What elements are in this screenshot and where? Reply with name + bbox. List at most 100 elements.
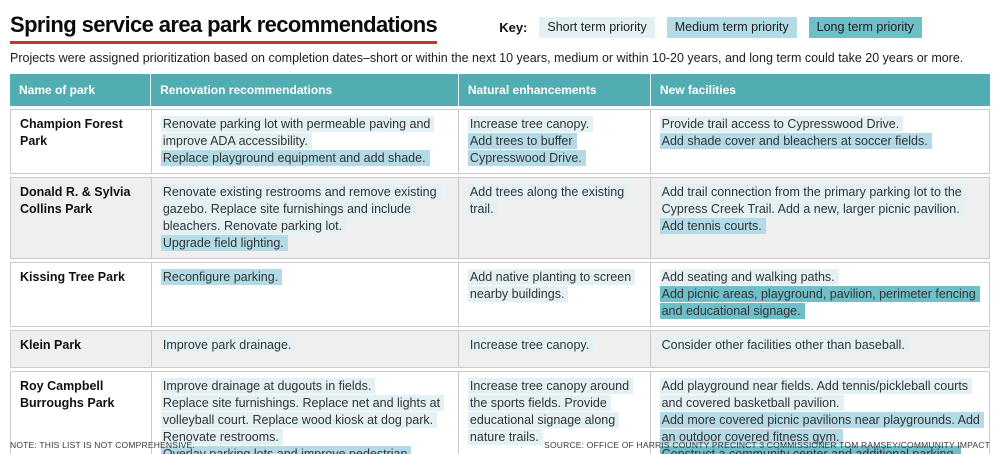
table-body: Champion Forest Park Renovate parking lot… (10, 109, 990, 454)
priority-highlight-medium: Replace playground equipment and add sha… (160, 150, 430, 167)
recommendation-item: Add shade cover and bleachers at soccer … (659, 133, 980, 150)
column-header-natural: Natural enhancements (457, 74, 650, 107)
priority-highlight-short: Improve park drainage. (160, 337, 296, 354)
recommendation-item: Add native planting to screen nearby bui… (467, 269, 641, 303)
park-name: Roy Campbell Burroughs Park (20, 379, 115, 411)
priority-highlight-short: Improve drainage at dugouts in fields. (160, 378, 376, 395)
priority-highlight-short: Increase tree canopy. (467, 116, 594, 133)
natural-enhancements-cell: Increase tree canopy. Add trees to buffer… (457, 110, 650, 174)
new-facilities-cell: Add trail connection from the primary pa… (649, 178, 989, 259)
recommendation-item: Reconfigure parking. (160, 269, 449, 286)
priority-highlight-short: Add native planting to screen nearby bui… (467, 269, 636, 303)
renovation-cell: Renovate existing restrooms and remove e… (150, 178, 458, 259)
priority-highlight-short: Increase tree canopy. (467, 337, 594, 354)
park-name-cell: Kissing Tree Park (11, 263, 151, 326)
recommendation-item: Replace playground equipment and add sha… (160, 150, 449, 167)
priority-highlight-medium: Upgrade field lighting. (160, 235, 288, 252)
recommendation-item: Add playground near fields. Add tennis/p… (659, 378, 980, 412)
legend-long-term: Long term priority (808, 17, 922, 39)
recommendation-item: Renovate parking lot with permeable pavi… (160, 116, 449, 150)
table-row: Donald R. & Sylvia Collins Park Renovate … (10, 177, 990, 260)
priority-highlight-short: Provide trail access to Cypresswood Driv… (659, 116, 904, 133)
footer-source: SOURCE: OFFICE OF HARRIS COUNTY PRECINCT… (544, 440, 990, 450)
park-name: Donald R. & Sylvia Collins Park (20, 185, 131, 217)
table-row: Klein Park Improve park drainage. Increase… (10, 330, 990, 369)
park-name: Kissing Tree Park (20, 270, 125, 285)
renovation-cell: Reconfigure parking. (150, 263, 458, 327)
new-facilities-cell: Provide trail access to Cypresswood Driv… (649, 110, 989, 174)
recommendation-item: Add seating and walking paths. (659, 269, 980, 286)
recommendation-item: Add more covered picnic pavilions near p… (659, 412, 984, 446)
legend-short-term: Short term priority (539, 17, 655, 39)
park-name: Klein Park (20, 338, 82, 353)
priority-highlight-medium: Overlay parking lots and improve pedestr… (160, 446, 412, 454)
natural-enhancements-cell: Add trees along the existing trail. (457, 178, 650, 259)
priority-highlight-short: Increase tree canopy around the sports f… (467, 378, 634, 446)
legend-label: Key: (499, 20, 528, 36)
park-name-cell: Klein Park (11, 331, 151, 367)
priority-highlight-medium: Reconfigure parking. (160, 269, 283, 286)
priority-highlight-medium: Add trees to buffer Cypresswood Drive. (467, 133, 586, 167)
column-header-renovation: Renovation recommendations (150, 74, 458, 107)
new-facilities-cell: Add playground near fields. Add tennis/p… (649, 372, 989, 454)
priority-highlight-medium: Add shade cover and bleachers at soccer … (659, 133, 932, 150)
recommendation-item: Add trees to buffer Cypresswood Drive. (467, 133, 641, 167)
renovation-cell: Improve park drainage. (150, 331, 458, 368)
priority-highlight-short: Add playground near fields. Add tennis/p… (659, 378, 973, 412)
recommendation-item: Increase tree canopy. (467, 337, 641, 354)
table-row: Kissing Tree Park Reconfigure parking. Add… (10, 262, 990, 328)
title-block: Spring service area park recommendations (10, 12, 438, 45)
renovation-cell: Improve drainage at dugouts in fields. Re… (150, 372, 458, 454)
recommendation-item: Renovate existing restrooms and remove e… (160, 184, 449, 235)
natural-enhancements-cell: Increase tree canopy. (457, 331, 650, 368)
priority-highlight-short: Consider other facilities other than bas… (659, 337, 909, 354)
column-header-park: Name of park (19, 83, 96, 98)
park-name: Champion Forest Park (20, 117, 123, 149)
footer: NOTE: THIS LIST IS NOT COMPREHENSIVE. SO… (10, 440, 990, 450)
priority-highlight-long: Construct a community center and additio… (659, 446, 961, 454)
table-row: Champion Forest Park Renovate parking lot… (10, 109, 990, 175)
recommendation-item: Overlay parking lots and improve pedestr… (160, 446, 449, 454)
priority-highlight-long: Add picnic areas, playground, pavilion, … (659, 286, 980, 320)
legend: Key: Short term priority Medium term pri… (499, 17, 922, 40)
legend-medium-term: Medium term priority (666, 17, 797, 39)
recommendation-item: Add trees along the existing trail. (467, 184, 641, 218)
priority-highlight-short: Add trail connection from the primary pa… (659, 184, 966, 218)
new-facilities-cell: Add seating and walking paths. Add picnic… (649, 263, 989, 327)
natural-enhancements-cell: Increase tree canopy around the sports f… (457, 372, 650, 454)
header: Spring service area park recommendations… (0, 0, 1000, 45)
renovation-cell: Renovate parking lot with permeable pavi… (150, 110, 458, 174)
recommendation-item: Upgrade field lighting. (160, 235, 449, 252)
priority-highlight-short: Renovate existing restrooms and remove e… (160, 184, 441, 235)
recommendations-table: Name of park Renovation recommendations … (10, 74, 990, 454)
recommendation-item: Provide trail access to Cypresswood Driv… (659, 116, 980, 133)
priority-highlight-medium: Add tennis courts. (659, 218, 766, 235)
recommendation-item: Increase tree canopy. (467, 116, 641, 133)
column-header-facilities: New facilities (649, 74, 990, 107)
park-name-cell: Donald R. & Sylvia Collins Park (11, 178, 151, 258)
park-name-cell: Roy Campbell Burroughs Park (11, 372, 151, 454)
table-header-row: Name of park Renovation recommendations … (10, 74, 990, 107)
recommendation-item: Improve drainage at dugouts in fields. (160, 378, 449, 395)
natural-enhancements-cell: Add native planting to screen nearby bui… (457, 263, 650, 327)
title-underline (10, 41, 438, 45)
recommendation-item: Improve park drainage. (160, 337, 449, 354)
recommendation-item: Consider other facilities other than bas… (659, 337, 980, 354)
recommendation-item: Increase tree canopy around the sports f… (467, 378, 641, 446)
recommendation-item: Add tennis courts. (659, 218, 980, 235)
subtitle: Projects were assigned prioritization ba… (10, 51, 964, 66)
priority-highlight-short: Replace site furnishings. Replace net an… (160, 395, 445, 446)
priority-highlight-short: Renovate parking lot with permeable pavi… (160, 116, 435, 150)
page-title: Spring service area park recommendations (10, 12, 438, 37)
recommendation-item: Add trail connection from the primary pa… (659, 184, 980, 218)
priority-highlight-short: Add seating and walking paths. (659, 269, 839, 286)
recommendation-item: Add picnic areas, playground, pavilion, … (659, 286, 980, 320)
new-facilities-cell: Consider other facilities other than bas… (649, 331, 989, 368)
recommendation-item: Construct a community center and additio… (659, 446, 980, 454)
priority-highlight-short: Add trees along the existing trail. (467, 184, 629, 218)
table-row: Roy Campbell Burroughs Park Improve drain… (10, 371, 990, 454)
recommendation-item: Replace site furnishings. Replace net an… (160, 395, 449, 446)
footer-note: NOTE: THIS LIST IS NOT COMPREHENSIVE. (10, 440, 195, 450)
park-name-cell: Champion Forest Park (11, 110, 151, 173)
